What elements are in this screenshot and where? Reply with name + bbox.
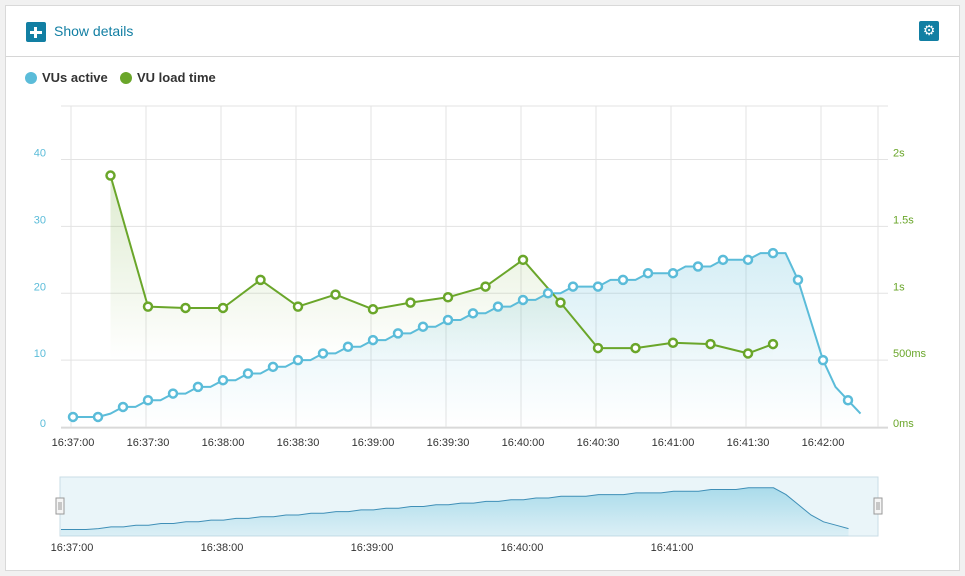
- data-point: [105, 170, 116, 181]
- y-left-tick-label: 10: [34, 348, 46, 360]
- navigator-tick-label: 16:39:00: [351, 542, 394, 554]
- data-point: [255, 274, 266, 286]
- series-line: [73, 252, 862, 418]
- series-area: [110, 175, 773, 361]
- data-point: [217, 302, 229, 314]
- x-tick-label: 16:40:00: [502, 437, 545, 449]
- data-point: [817, 354, 829, 366]
- navigator-tick-label: 16:41:00: [651, 542, 694, 554]
- navigator-area: [61, 487, 849, 536]
- data-point: [742, 348, 754, 359]
- data-point: [792, 274, 804, 286]
- data-point: [417, 321, 429, 332]
- x-tick-label: 16:38:00: [202, 437, 245, 449]
- data-point: [767, 338, 779, 350]
- data-point: [630, 342, 641, 354]
- data-point: [92, 411, 104, 423]
- data-point: [367, 334, 379, 346]
- x-tick-label: 16:37:00: [52, 437, 95, 449]
- navigator-tick-label: 16:40:00: [501, 542, 544, 554]
- data-point: [292, 301, 304, 312]
- y-right-tick-label: 500ms: [893, 348, 927, 360]
- data-point: [442, 292, 454, 303]
- panel-header: Show details ⚙: [6, 6, 959, 57]
- x-tick-label: 16:37:30: [127, 437, 170, 449]
- data-point: [592, 281, 604, 292]
- data-point: [442, 314, 454, 326]
- data-point: [192, 381, 204, 393]
- navigator[interactable]: 16:37:00 16:38:00 16:39:00 16:40:00 16:41:00: [51, 476, 883, 554]
- data-point: [842, 395, 854, 406]
- data-point: [717, 254, 729, 266]
- data-point: [142, 395, 154, 406]
- data-point: [405, 297, 416, 308]
- data-point: [667, 337, 679, 348]
- show-details-link[interactable]: Show details: [54, 23, 134, 39]
- data-point: [555, 297, 566, 308]
- data-point: [467, 308, 479, 319]
- data-point: [67, 411, 79, 423]
- data-point: [167, 388, 179, 399]
- data-point: [592, 342, 604, 354]
- x-tick-label: 16:38:30: [277, 437, 320, 449]
- legend-label-vu-load-time: VU load time: [137, 70, 216, 85]
- navigator-tick-label: 16:37:00: [51, 542, 94, 554]
- chart-axes: 0 10 20 30 40 0ms 500ms 1s 1.5s 2s 16:37:00 16:37:3…: [34, 148, 927, 450]
- chart-areas: [73, 175, 861, 427]
- data-point: [692, 261, 704, 272]
- data-point: [617, 274, 629, 286]
- navigator-line: [61, 487, 849, 530]
- legend-label-vus-active: VUs active: [42, 70, 108, 85]
- plus-icon[interactable]: [26, 22, 46, 42]
- legend-dot-vus-active: [25, 72, 37, 84]
- data-point: [367, 304, 379, 315]
- data-point: [117, 401, 129, 413]
- data-point: [492, 301, 504, 312]
- chart-points: [67, 170, 854, 423]
- data-point: [317, 348, 329, 359]
- y-left-tick-label: 30: [34, 214, 46, 226]
- data-point: [392, 328, 404, 339]
- data-point: [642, 267, 654, 279]
- data-point: [342, 341, 354, 352]
- navigator-handle-left[interactable]: [55, 497, 65, 515]
- x-tick-label: 16:39:30: [427, 437, 470, 449]
- y-left-tick-label: 40: [34, 148, 46, 160]
- y-right-tick-label: 1s: [893, 281, 905, 293]
- navigator-tick-label: 16:38:00: [201, 542, 244, 554]
- data-point: [267, 361, 279, 373]
- legend-dot-vu-load-time: [120, 72, 132, 84]
- gear-icon[interactable]: ⚙: [919, 21, 939, 41]
- data-point: [767, 247, 779, 259]
- y-right-tick-label: 0ms: [893, 418, 914, 430]
- data-point: [330, 289, 341, 300]
- x-tick-label: 16:41:30: [727, 437, 770, 449]
- data-point: [517, 254, 529, 266]
- data-point: [217, 374, 229, 386]
- y-left-tick-label: 20: [34, 281, 46, 293]
- data-point: [742, 254, 754, 266]
- data-point: [142, 301, 154, 312]
- x-tick-label: 16:41:00: [652, 437, 695, 449]
- data-point: [567, 281, 579, 292]
- data-point: [705, 338, 716, 350]
- data-point: [517, 294, 529, 306]
- data-point: [292, 354, 304, 366]
- x-tick-label: 16:39:00: [352, 437, 395, 449]
- data-point: [180, 302, 191, 314]
- data-point: [242, 368, 254, 379]
- data-point: [542, 288, 554, 299]
- data-point: [480, 281, 491, 292]
- x-tick-label: 16:40:30: [577, 437, 620, 449]
- y-left-tick-label: 0: [40, 418, 46, 430]
- data-point: [667, 267, 679, 279]
- y-right-tick-label: 2s: [893, 148, 905, 160]
- x-tick-label: 16:42:00: [802, 437, 845, 449]
- y-right-tick-label: 1.5s: [893, 214, 914, 226]
- navigator-handle-right[interactable]: [873, 497, 883, 515]
